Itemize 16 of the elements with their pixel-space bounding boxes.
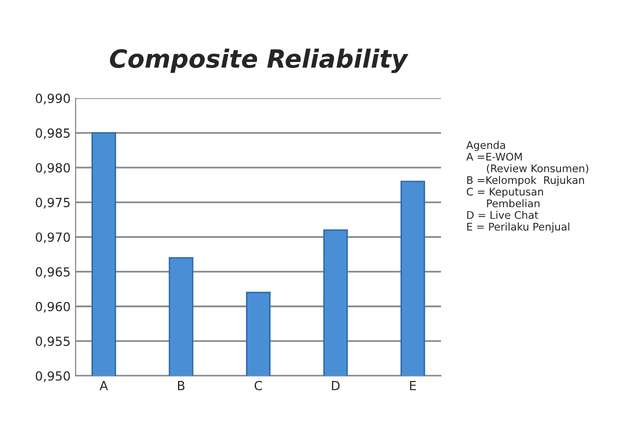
y-tick-label: 0,980 bbox=[36, 163, 70, 174]
y-tick-label: 0,985 bbox=[36, 128, 70, 140]
y-tick-label: 0,950 bbox=[36, 371, 70, 382]
x-tick-label: A bbox=[100, 381, 108, 390]
x-tick-label: C bbox=[254, 380, 262, 390]
text: Agenda A =E-WOM (Review Konsumen) B =Kelompok Rujukan C = Keputusan Pembelian D = Live Chat E = Perilaku Penjual bbox=[466, 140, 588, 233]
y-tick-label: 0,990 bbox=[36, 94, 70, 104]
chart-title: Composite Reliability bbox=[110, 48, 408, 74]
y-tick-label: 0,960 bbox=[36, 302, 70, 313]
y-tick-label: 0,955 bbox=[36, 336, 70, 348]
y-tick-label: 0,965 bbox=[36, 267, 70, 278]
x-tick-label: E bbox=[410, 381, 416, 390]
x-tick-label: B bbox=[178, 381, 184, 390]
x-tick-label: D bbox=[332, 381, 340, 390]
y-tick-label: 0,970 bbox=[36, 232, 70, 244]
y-tick-label: 0,975 bbox=[36, 198, 70, 208]
